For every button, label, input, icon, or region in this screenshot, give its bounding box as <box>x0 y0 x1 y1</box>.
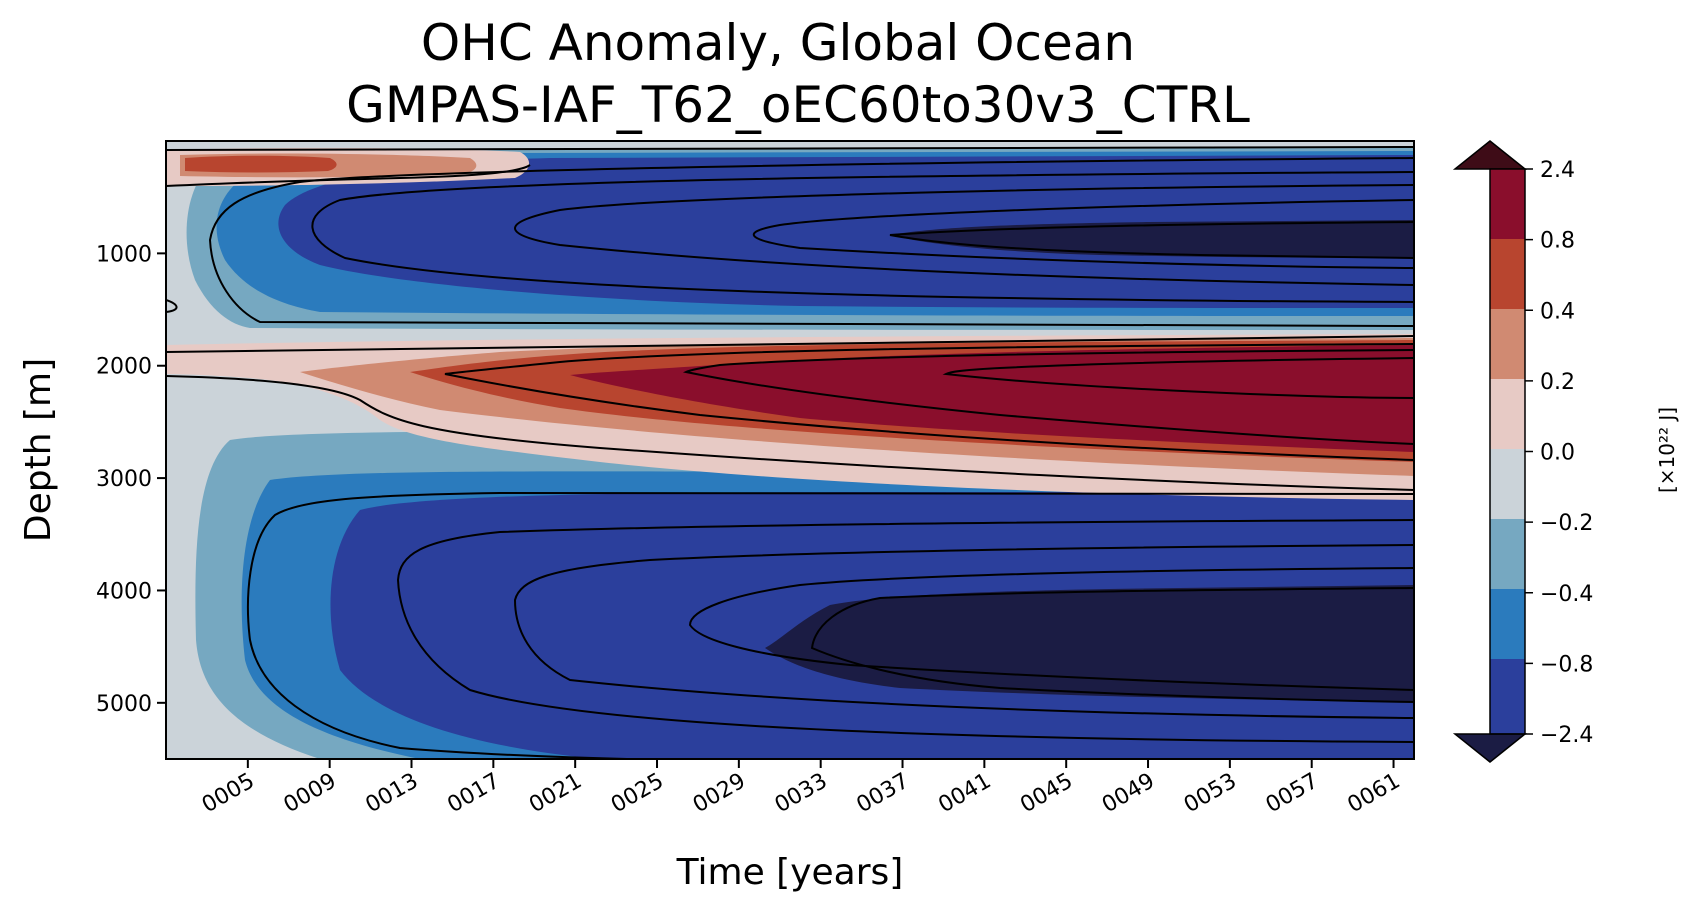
chart-title-line1: OHC Anomaly, Global Ocean <box>421 14 1135 72</box>
x-tick-label: 0049 <box>1098 769 1159 819</box>
colorbar-segment-0.8-2.4 <box>1490 169 1525 239</box>
contour-line <box>513 544 1414 719</box>
colorbar-extend-top <box>1452 140 1528 170</box>
y-tick-label: 1000 <box>96 242 152 267</box>
contour-line <box>682 349 1414 445</box>
colorbar-segment-0.4-0.8 <box>1490 239 1525 309</box>
contour-line <box>752 199 1414 269</box>
x-tick-label: 0021 <box>525 769 586 819</box>
contour-line <box>889 221 1414 259</box>
contour-line <box>166 375 1414 491</box>
x-tick-label: 0033 <box>771 769 832 819</box>
x-tick-label: 0017 <box>443 769 504 819</box>
colorbar-tick-label: −0.4 <box>1540 582 1593 607</box>
colorbar-segment-neg0.4-neg0.2 <box>1490 519 1525 589</box>
x-tick-label: 0025 <box>607 769 668 819</box>
deep-lobe-level-minus-2.4 <box>765 585 1414 702</box>
y-tick-label: 2000 <box>96 355 152 380</box>
x-tick-label: 0029 <box>689 769 750 819</box>
contour-line <box>247 491 1414 759</box>
x-axis-ticks: 0005 0009 0013 0017 0021 0025 0029 0033 0037 0041… <box>198 759 1405 818</box>
x-tick-label: 0013 <box>362 769 423 819</box>
colorbar-tick-label: 2.4 <box>1540 158 1575 183</box>
upper-lobe-level-minus-0.8 <box>278 155 1414 308</box>
x-axis-label: Time [years] <box>676 852 904 893</box>
contour-line <box>396 519 1414 743</box>
x-tick-label: 0057 <box>1262 769 1323 819</box>
colorbar-tick-label: −0.8 <box>1540 652 1593 677</box>
x-tick-label: 0009 <box>280 769 341 819</box>
mid-lobe-level-0.8 <box>570 345 1414 452</box>
colorbar-extend-bottom <box>1452 733 1528 763</box>
colorbar-ticks: 2.4 0.8 0.4 0.2 0.0 −0.2 −0.4 −0.8 −2.4 <box>1525 158 1593 748</box>
colorbar-segment-0.0-0.2 <box>1490 379 1525 449</box>
colorbar-tick-label: −2.4 <box>1540 723 1593 748</box>
y-tick-label: 4000 <box>96 579 152 604</box>
contour-line <box>166 299 178 313</box>
x-tick-label: 0045 <box>1016 769 1077 819</box>
y-axis-ticks: 1000 2000 3000 4000 5000 <box>96 242 166 717</box>
surface-thin-band <box>166 141 1414 147</box>
contour-line <box>810 587 1414 703</box>
y-axis-label: Depth [m] <box>18 358 59 542</box>
colorbar-segment-neg0.8-neg0.4 <box>1490 589 1525 659</box>
y-tick-label: 5000 <box>96 692 152 717</box>
contour-line <box>688 567 1414 691</box>
colorbar-tick-label: 0.8 <box>1540 229 1575 254</box>
colorbar-tick-label: 0.4 <box>1540 299 1575 324</box>
contour-line <box>514 184 1414 286</box>
contour-line <box>311 171 1414 303</box>
y-tick-label: 3000 <box>96 467 152 492</box>
colorbar-segment-0.2-0.4 <box>1490 309 1525 379</box>
contour-line <box>444 343 1414 461</box>
x-tick-label: 0053 <box>1180 769 1241 819</box>
x-tick-label: 0041 <box>934 769 995 819</box>
chart-title-line2: GMPAS-IAF_T62_oEC60to30v3_CTRL <box>346 76 1250 134</box>
colorbar-tick-label: 0.2 <box>1540 370 1575 395</box>
colorbar-segment-neg2.4-neg0.8 <box>1490 659 1525 734</box>
plot-frame <box>165 140 1415 760</box>
colorbar-tick-label: −0.2 <box>1540 511 1593 536</box>
surface-warm-level-0.4 <box>185 155 337 173</box>
colorbar-label: [×10²² J] <box>1655 407 1679 493</box>
x-tick-label: 0061 <box>1344 769 1405 819</box>
x-tick-label: 0037 <box>853 769 914 819</box>
colorbar-tick-label: 0.0 <box>1540 441 1575 466</box>
x-tick-label: 0005 <box>198 769 259 819</box>
plot-area <box>166 141 1414 759</box>
colorbar-segment-neg0.2-0.0 <box>1490 449 1525 519</box>
contour-line <box>942 357 1414 399</box>
colorbar: 2.4 0.8 0.4 0.2 0.0 −0.2 −0.4 −0.8 −2.4 [×10²² J… <box>1452 140 1679 763</box>
